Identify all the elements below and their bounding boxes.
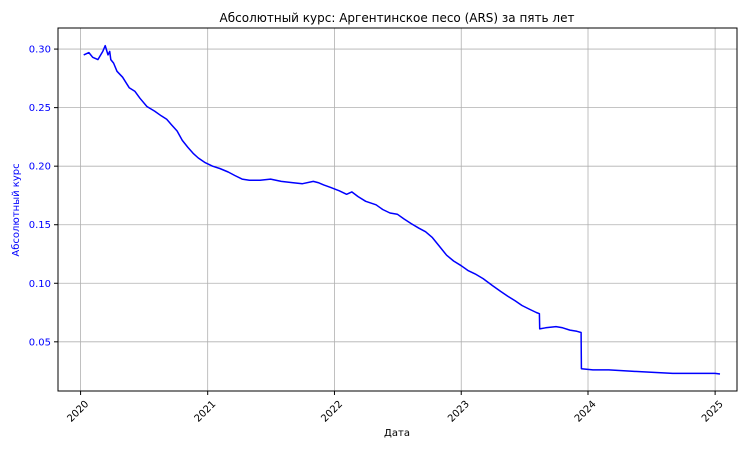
y-axis: 0.05 0.10 0.15 0.20 0.25 0.30 (29, 45, 58, 348)
y-tick-label: 0.15 (29, 220, 51, 231)
series-line-ars (83, 44, 721, 375)
y-tick-label: 0.10 (29, 279, 51, 290)
chart-title: Абсолютный курс: Аргентинское песо (ARS)… (220, 11, 575, 25)
x-axis-title: Дата (384, 428, 410, 439)
plot-area-frame (57, 27, 738, 392)
y-axis-title: Абсолютный курс (11, 163, 22, 256)
y-tick-label: 0.25 (29, 103, 51, 114)
grid (58, 28, 737, 391)
y-tick-label: 0.05 (29, 337, 51, 348)
y-tick-label: 0.20 (29, 162, 51, 173)
y-tick-label: 0.30 (29, 45, 51, 56)
